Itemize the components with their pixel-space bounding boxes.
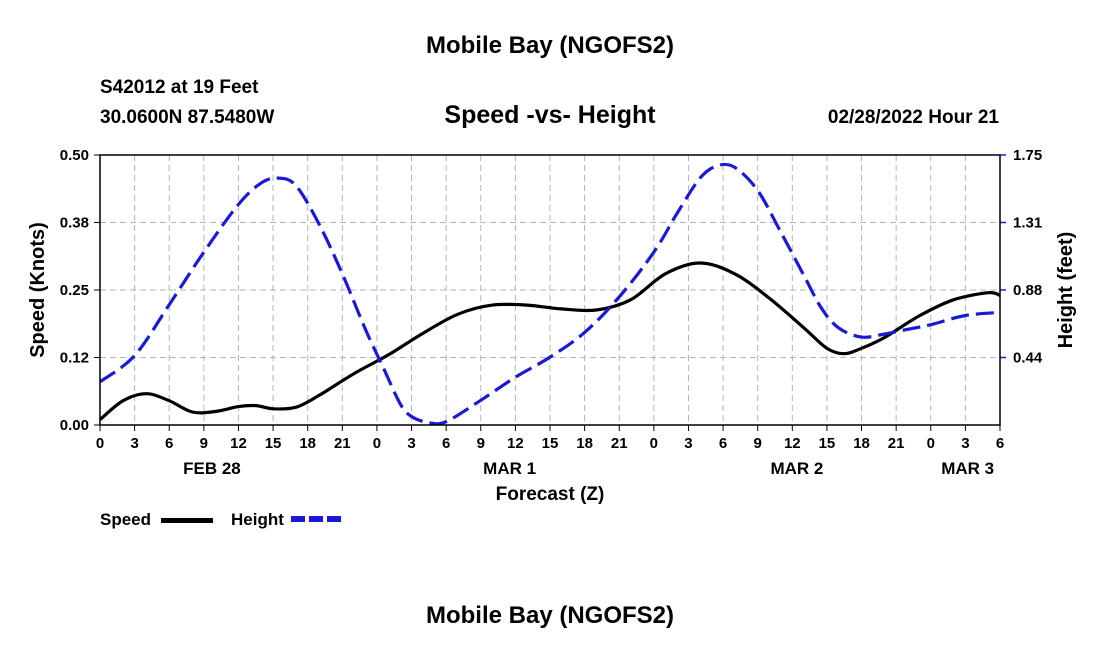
x-tick-label: 15 xyxy=(542,435,559,452)
x-tick-label: 3 xyxy=(684,435,692,452)
y2-tick-label: 0.44 xyxy=(1013,350,1043,367)
x-axis-title: Forecast (Z) xyxy=(496,484,605,505)
x-tick-label: 15 xyxy=(265,435,282,452)
x-axis: 0 3 6 9 12 15 18 21 0 3 6 9 12 15 18 21 0 3 6 9 12 15 18 21 0 3 6F… xyxy=(96,425,1004,478)
series-layer xyxy=(98,162,1001,426)
x-tick-label: 3 xyxy=(130,435,138,452)
y-tick-label: 0.12 xyxy=(60,350,89,367)
footer-title: Mobile Bay (NGOFS2) xyxy=(425,602,675,629)
x-tick-label: 18 xyxy=(853,435,870,452)
x-tick-label: 12 xyxy=(507,435,524,452)
grid-lines xyxy=(100,154,1000,425)
x-tick-label: 0 xyxy=(927,435,935,452)
x-tick-label: 6 xyxy=(442,435,450,452)
x-tick-label: 0 xyxy=(373,435,381,452)
y2-tick-label: 1.31 xyxy=(1013,215,1042,232)
series-line-speed xyxy=(98,261,1001,421)
y-tick-label: 0.38 xyxy=(60,215,89,232)
x-tick-label: 15 xyxy=(819,435,836,452)
x-tick-label: 9 xyxy=(477,435,485,452)
x-tick-label: 9 xyxy=(200,435,208,452)
legend-height-swatch xyxy=(291,516,343,522)
station-coordinates: 30.0600N 87.5480W xyxy=(100,107,275,128)
legend-speed-label: Speed xyxy=(100,510,152,529)
chart-subtitle: Speed -vs- Height xyxy=(444,101,656,129)
series-line-height xyxy=(99,162,1001,426)
x-date-label: MAR 3 xyxy=(941,459,994,478)
y-axis-right: 0.44 0.88 1.31 1.75 xyxy=(1000,147,1043,367)
y-tick-label: 0.25 xyxy=(60,282,89,299)
x-tick-label: 6 xyxy=(165,435,173,452)
y-axis-title: Speed (Knots) xyxy=(27,222,49,358)
x-tick-label: 0 xyxy=(650,435,658,452)
x-tick-label: 12 xyxy=(784,435,801,452)
x-tick-label: 12 xyxy=(230,435,247,452)
x-date-label: FEB 28 xyxy=(183,459,241,478)
y2-tick-label: 0.88 xyxy=(1013,282,1042,299)
x-date-label: MAR 2 xyxy=(770,459,823,478)
x-tick-label: 21 xyxy=(888,435,905,452)
x-tick-label: 21 xyxy=(334,435,351,452)
legend-height-label: Height xyxy=(231,510,284,529)
y-tick-label: 0.50 xyxy=(60,147,89,164)
x-tick-label: 0 xyxy=(96,435,104,452)
y-axis-left: 0.00 0.12 0.25 0.38 0.50 xyxy=(60,147,100,434)
x-tick-label: 6 xyxy=(719,435,727,452)
x-tick-label: 21 xyxy=(611,435,628,452)
x-tick-label: 18 xyxy=(576,435,593,452)
y-tick-label: 0.00 xyxy=(60,417,89,434)
x-tick-label: 3 xyxy=(961,435,969,452)
x-date-label: MAR 1 xyxy=(483,459,536,478)
x-tick-label: 6 xyxy=(996,435,1004,452)
x-tick-label: 9 xyxy=(754,435,762,452)
x-tick-label: 18 xyxy=(299,435,316,452)
forecast-timestamp: 02/28/2022 Hour 21 xyxy=(827,107,999,128)
x-tick-label: 3 xyxy=(407,435,415,452)
legend-speed-swatch xyxy=(161,518,213,523)
station-label: S42012 at 19 Feet xyxy=(100,77,259,98)
plot-frame xyxy=(99,154,1001,426)
y2-tick-label: 1.75 xyxy=(1013,147,1042,164)
y2-axis-title: Height (feet) xyxy=(1055,232,1077,349)
page-title: Mobile Bay (NGOFS2) xyxy=(425,32,675,59)
